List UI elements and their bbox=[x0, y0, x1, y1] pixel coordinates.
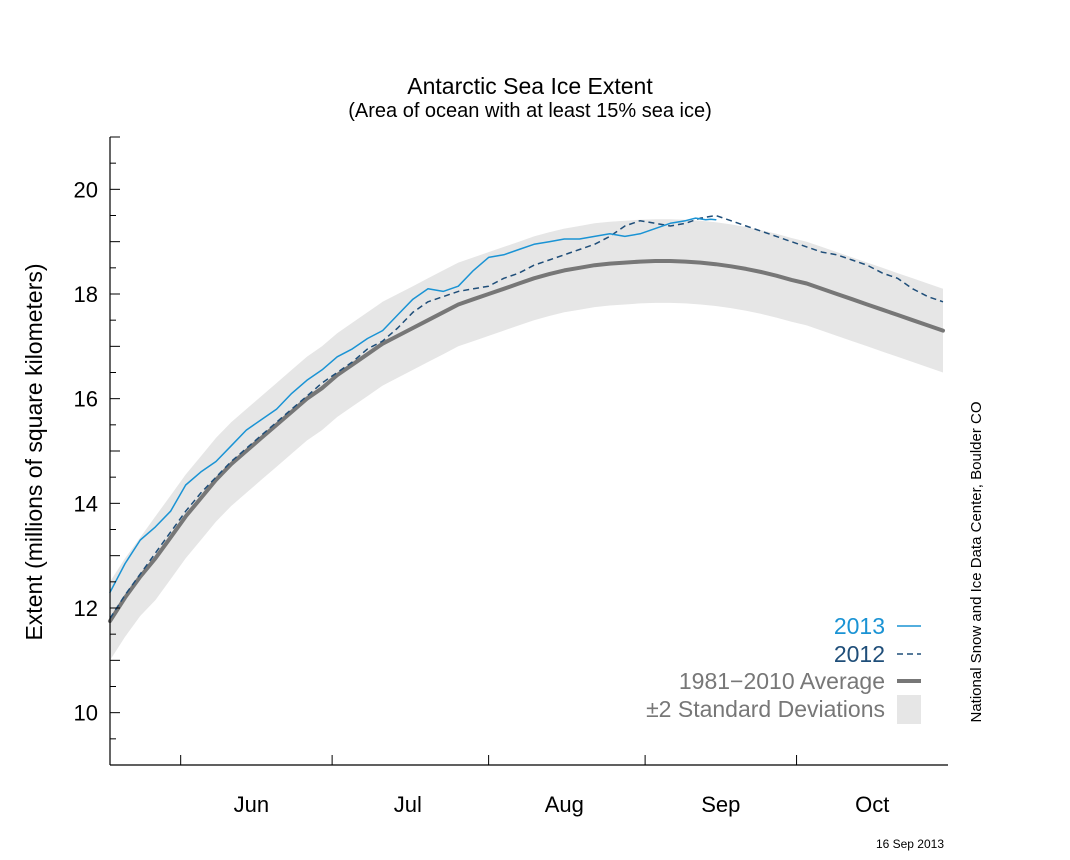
legend-2012-label: 2012 bbox=[834, 641, 885, 667]
series-2012-line bbox=[109, 214, 944, 619]
series-layer bbox=[108, 214, 945, 624]
y-tick-label: 18 bbox=[74, 282, 98, 307]
legend-2013-label: 2013 bbox=[834, 613, 885, 639]
y-tick-label: 16 bbox=[74, 387, 98, 412]
credit-text: National Snow and Ice Data Center, Bould… bbox=[968, 401, 985, 722]
x-tick-label: Jun bbox=[234, 792, 269, 817]
y-tick-label: 14 bbox=[74, 491, 98, 516]
series-average-line bbox=[108, 259, 945, 624]
y-tick-label: 10 bbox=[74, 701, 98, 726]
chart-subtitle: (Area of ocean with at least 15% sea ice… bbox=[348, 100, 712, 122]
date-stamp: 16 Sep 2013 bbox=[876, 837, 944, 851]
axes-layer: 10 12 14 16 18 20 Jun Jul Aug Sep Oct bbox=[74, 136, 948, 817]
x-tick-label: Sep bbox=[701, 792, 740, 817]
y-tick-label: 12 bbox=[74, 596, 98, 621]
chart-title: Antarctic Sea Ice Extent bbox=[407, 73, 653, 99]
x-tick-label: Jul bbox=[394, 792, 422, 817]
y-tick-label: 20 bbox=[74, 177, 98, 202]
x-tick-label: Oct bbox=[855, 792, 889, 817]
legend-std-dev-swatch bbox=[897, 695, 921, 724]
x-tick-label: Aug bbox=[545, 792, 584, 817]
legend-average-label: 1981−2010 Average bbox=[679, 668, 885, 694]
y-axis-label: Extent (millions of square kilometers) bbox=[21, 263, 47, 640]
series-2013-line bbox=[109, 217, 717, 594]
legend-std-dev-label: ±2 Standard Deviations bbox=[646, 696, 885, 722]
